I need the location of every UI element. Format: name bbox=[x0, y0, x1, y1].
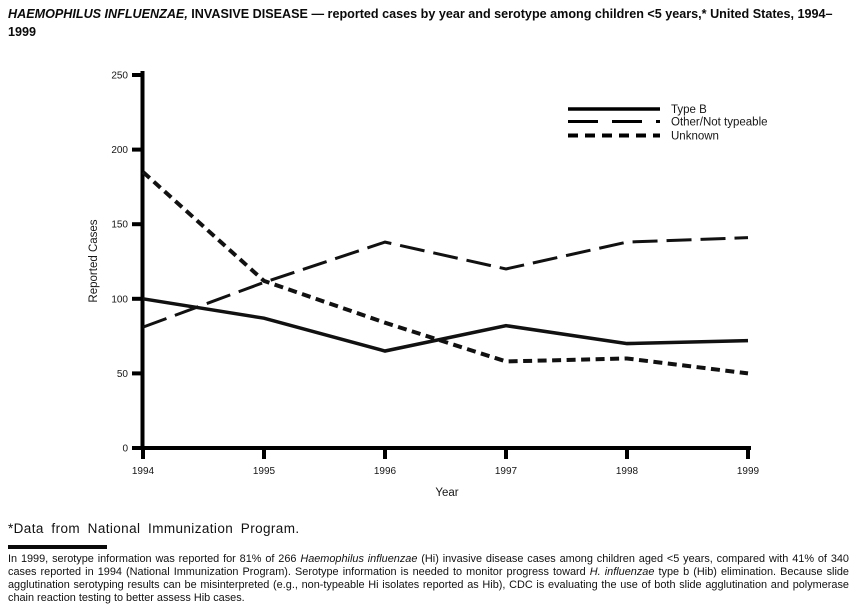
series-line-short-dash bbox=[141, 170, 749, 376]
caption-species-italic: H. influenzae bbox=[589, 565, 655, 578]
y-tick-label: 50 bbox=[117, 369, 129, 380]
x-tick-label: 1996 bbox=[374, 466, 397, 477]
series-line-solid bbox=[142, 297, 749, 353]
footnote-data-source: *Data from National Immunization Program… bbox=[8, 521, 300, 536]
legend-label: Type B bbox=[671, 104, 707, 116]
y-tick-label: 250 bbox=[111, 71, 128, 82]
caption-text: (Hi) invasive disease cases among childr… bbox=[8, 553, 849, 578]
figure-title: HAEMOPHILUS INFLUENZAE, INVASIVE DISEASE… bbox=[8, 6, 854, 42]
x-tick-label: 1995 bbox=[253, 466, 276, 477]
y-axis-title: Reported Cases bbox=[88, 219, 100, 302]
y-tick-label: 150 bbox=[111, 220, 128, 231]
legend-label: Unknown bbox=[671, 131, 719, 143]
caption-species-italic: Haemophilus influenzae bbox=[300, 553, 418, 565]
x-tick-label: 1994 bbox=[132, 466, 155, 477]
y-tick-label: 100 bbox=[111, 294, 128, 305]
figure-caption-paragraph: In 1999, serotype information was report… bbox=[8, 553, 849, 605]
x-tick-label: 1997 bbox=[495, 466, 518, 477]
x-tick-label: 1998 bbox=[616, 466, 639, 477]
y-tick-label: 200 bbox=[111, 145, 128, 156]
footnote-divider bbox=[8, 545, 107, 549]
line-chart: 0 50 100 150 200 250 1994 1995 1996 1997 1998 1999 Y… bbox=[88, 71, 768, 500]
x-axis-title: Year bbox=[435, 487, 458, 499]
legend-label: Other/Not typeable bbox=[671, 117, 768, 129]
x-tick-label: 1999 bbox=[737, 466, 760, 477]
title-rest: INVASIVE DISEASE — reported cases by yea… bbox=[8, 7, 833, 39]
caption-text: In 1999, serotype information was report… bbox=[8, 553, 301, 565]
caption-text: type b (Hib) elimination. Because slide … bbox=[8, 565, 849, 604]
series-line-long-dash bbox=[142, 236, 749, 329]
title-species-italic: HAEMOPHILUS INFLUENZAE, bbox=[8, 7, 188, 21]
y-tick-label: 0 bbox=[122, 444, 128, 455]
